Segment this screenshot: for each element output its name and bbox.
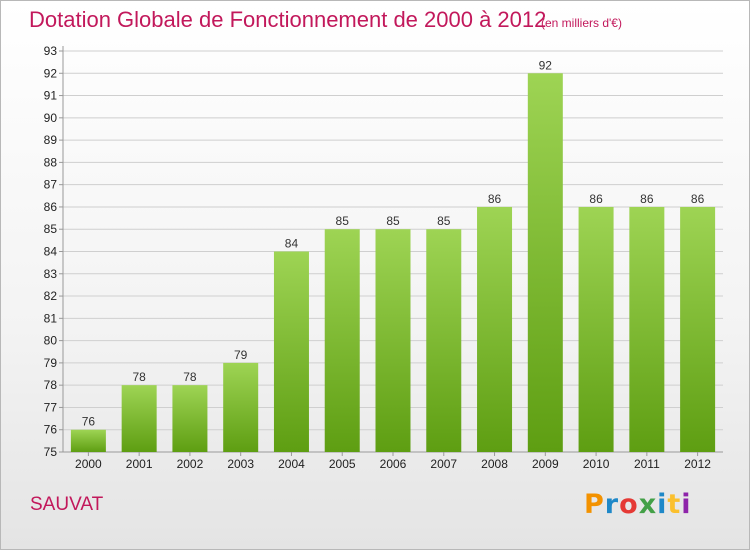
y-tick-label: 78 <box>44 378 58 392</box>
value-label-2002: 78 <box>183 370 197 384</box>
x-tick-label-2006: 2006 <box>380 457 407 471</box>
y-tick-label: 84 <box>44 245 58 259</box>
bar-2009 <box>527 73 563 453</box>
bar-2003 <box>223 362 259 452</box>
y-tick-label: 88 <box>44 155 58 169</box>
bar-2005 <box>324 229 360 452</box>
y-tick-label: 80 <box>44 334 58 348</box>
bar-2000 <box>70 429 106 452</box>
value-label-2005: 85 <box>336 214 350 228</box>
value-label-2006: 85 <box>386 214 400 228</box>
x-tick-label-2010: 2010 <box>583 457 610 471</box>
chart-title: Dotation Globale de Fonctionnement de 20… <box>29 7 547 32</box>
logo-letter: r <box>604 489 620 520</box>
bar-2010 <box>578 206 614 452</box>
bars <box>70 73 716 453</box>
value-label-2012: 86 <box>691 192 705 206</box>
logo-letter: x <box>638 489 658 520</box>
bar-2007 <box>426 229 462 452</box>
commune-name: SAUVAT <box>30 494 104 515</box>
chart-unit: (en milliers d'€) <box>541 16 622 30</box>
x-tick-label-2011: 2011 <box>634 457 660 471</box>
y-tick-label: 76 <box>44 423 58 437</box>
x-tick-label-2007: 2007 <box>430 457 457 471</box>
value-label-2008: 86 <box>488 192 502 206</box>
y-tick-label: 82 <box>44 289 58 303</box>
x-tick-label-2005: 2005 <box>329 457 356 471</box>
x-tick-label-2003: 2003 <box>227 457 254 471</box>
y-tick-label: 79 <box>44 356 58 370</box>
y-tick-label: 81 <box>44 311 58 325</box>
bar-2011 <box>629 206 665 452</box>
proxiti-logo[interactable]: Proxiti <box>584 489 692 520</box>
x-tick-label-2012: 2012 <box>684 457 711 471</box>
value-label-2004: 84 <box>285 237 299 251</box>
y-tick-label: 91 <box>44 89 58 103</box>
y-tick-label: 77 <box>44 400 58 414</box>
bar-2006 <box>375 229 411 452</box>
x-tick-label-2002: 2002 <box>177 457 204 471</box>
y-tick-label: 93 <box>44 44 58 58</box>
x-tick-label-2009: 2009 <box>532 457 559 471</box>
logo-letter: i <box>681 489 692 520</box>
logo-letter: o <box>619 489 639 520</box>
value-label-2010: 86 <box>589 192 603 206</box>
value-label-2003: 79 <box>234 348 248 362</box>
x-tick-label-2001: 2001 <box>126 457 153 471</box>
y-tick-label: 90 <box>44 111 58 125</box>
value-label-2011: 86 <box>640 192 654 206</box>
y-tick-label: 89 <box>44 133 58 147</box>
value-label-2000: 76 <box>82 415 96 429</box>
y-tick-label: 86 <box>44 200 58 214</box>
y-tick-label: 85 <box>44 222 58 236</box>
labels: 75 76 77 78 79 80 81 82 83 84 85 86 87 88 89 90 91 92 93 76… <box>44 44 712 471</box>
value-label-2007: 85 <box>437 214 451 228</box>
value-label-2001: 78 <box>132 370 146 384</box>
x-tick-label-2004: 2004 <box>278 457 305 471</box>
logo-letter: P <box>584 489 605 520</box>
bar-2008 <box>477 206 513 452</box>
y-tick-label: 92 <box>44 66 58 80</box>
logo-letter: i <box>657 489 668 520</box>
bar-2002 <box>172 385 208 452</box>
logo-letter: t <box>667 489 682 520</box>
y-tick-label: 75 <box>44 445 58 459</box>
x-tick-label-2008: 2008 <box>481 457 508 471</box>
y-tick-label: 87 <box>44 178 58 192</box>
bar-2004 <box>273 251 309 452</box>
y-tick-label: 83 <box>44 267 58 281</box>
bar-2001 <box>121 385 157 452</box>
x-tick-label-2000: 2000 <box>75 457 102 471</box>
value-label-2009: 92 <box>539 58 553 72</box>
bar-2012 <box>680 206 716 452</box>
